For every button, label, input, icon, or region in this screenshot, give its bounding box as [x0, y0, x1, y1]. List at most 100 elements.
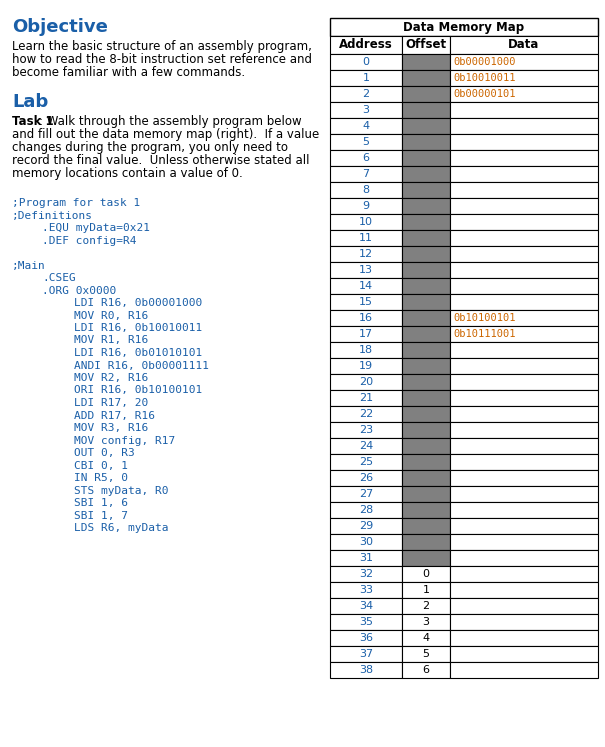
Bar	[402, 470, 450, 486]
Text: 0b10010011: 0b10010011	[453, 73, 515, 83]
Bar	[402, 54, 450, 70]
Bar	[330, 502, 402, 518]
Text: ;Program for task 1: ;Program for task 1	[12, 198, 140, 208]
Bar	[450, 486, 598, 502]
Bar	[450, 662, 598, 678]
Text: 11: 11	[359, 233, 373, 243]
Bar	[402, 326, 450, 342]
Text: OUT 0, R3: OUT 0, R3	[74, 448, 135, 458]
Bar	[402, 246, 450, 262]
Bar	[402, 150, 450, 166]
Bar	[402, 534, 450, 550]
Text: 14: 14	[359, 281, 373, 291]
Text: 2: 2	[362, 89, 370, 99]
Bar	[330, 36, 402, 54]
Bar	[330, 598, 402, 614]
Bar	[450, 582, 598, 598]
Text: 34: 34	[359, 601, 373, 611]
Text: 32: 32	[359, 569, 373, 579]
Bar	[450, 438, 598, 454]
Text: 19: 19	[359, 361, 373, 371]
Bar	[402, 198, 450, 214]
Text: 0b10111001: 0b10111001	[453, 329, 515, 339]
Bar	[450, 246, 598, 262]
Bar	[330, 150, 402, 166]
Bar	[450, 454, 598, 470]
Text: 7: 7	[362, 169, 370, 179]
Bar	[330, 118, 402, 134]
Bar	[402, 214, 450, 230]
Bar	[330, 454, 402, 470]
Bar	[402, 550, 450, 566]
Bar	[330, 134, 402, 150]
Bar	[402, 630, 450, 646]
Bar	[402, 278, 450, 294]
Bar	[402, 294, 450, 310]
Bar	[402, 166, 450, 182]
Text: MOV R1, R16: MOV R1, R16	[74, 335, 148, 346]
Bar	[402, 438, 450, 454]
Bar	[330, 646, 402, 662]
Text: 4: 4	[422, 633, 430, 643]
Text: changes during the program, you only need to: changes during the program, you only nee…	[12, 141, 288, 154]
Text: .DEF config=R4: .DEF config=R4	[42, 235, 137, 246]
Bar	[330, 278, 402, 294]
Bar	[450, 422, 598, 438]
Bar	[402, 358, 450, 374]
Text: 29: 29	[359, 521, 373, 531]
Bar	[330, 374, 402, 390]
Bar	[450, 230, 598, 246]
Text: 24: 24	[359, 441, 373, 451]
Bar	[450, 294, 598, 310]
Text: 1: 1	[422, 585, 430, 595]
Text: record the final value.  Unless otherwise stated all: record the final value. Unless otherwise…	[12, 154, 310, 167]
Bar	[402, 102, 450, 118]
Text: .EQU myData=0x21: .EQU myData=0x21	[42, 223, 150, 233]
Bar	[330, 390, 402, 406]
Text: MOV R3, R16: MOV R3, R16	[74, 423, 148, 433]
Bar	[402, 566, 450, 582]
Bar	[450, 86, 598, 102]
Text: 28: 28	[359, 505, 373, 515]
Bar	[450, 198, 598, 214]
Bar	[450, 262, 598, 278]
Bar	[402, 230, 450, 246]
Text: 12: 12	[359, 249, 373, 259]
Text: 31: 31	[359, 553, 373, 563]
Text: 9: 9	[362, 201, 370, 211]
Text: 4: 4	[362, 121, 370, 131]
Text: 6: 6	[362, 153, 370, 163]
Text: 13: 13	[359, 265, 373, 275]
Text: 30: 30	[359, 537, 373, 547]
Text: MOV R2, R16: MOV R2, R16	[74, 373, 148, 383]
Bar	[402, 454, 450, 470]
Bar	[450, 406, 598, 422]
Text: become familiar with a few commands.: become familiar with a few commands.	[12, 66, 245, 79]
Text: 16: 16	[359, 313, 373, 323]
Bar	[450, 278, 598, 294]
Text: 37: 37	[359, 649, 373, 659]
Text: 5: 5	[422, 649, 430, 659]
Bar	[450, 326, 598, 342]
Bar	[330, 422, 402, 438]
Text: and fill out the data memory map (right).  If a value: and fill out the data memory map (right)…	[12, 128, 319, 141]
Text: 0: 0	[362, 57, 370, 67]
Text: Data Memory Map: Data Memory Map	[404, 20, 525, 34]
Bar	[330, 230, 402, 246]
Bar	[330, 406, 402, 422]
Text: : Walk through the assembly program below: : Walk through the assembly program belo…	[39, 115, 301, 128]
Text: STS myData, R0: STS myData, R0	[74, 486, 169, 495]
Text: SBI 1, 6: SBI 1, 6	[74, 498, 128, 508]
Text: 20: 20	[359, 377, 373, 387]
Bar	[330, 566, 402, 582]
Bar	[330, 342, 402, 358]
Text: LDI R17, 20: LDI R17, 20	[74, 398, 148, 408]
Bar	[402, 70, 450, 86]
Bar	[402, 36, 450, 54]
Bar	[450, 390, 598, 406]
Bar	[330, 214, 402, 230]
Bar	[450, 358, 598, 374]
Text: CBI 0, 1: CBI 0, 1	[74, 460, 128, 471]
Text: Objective: Objective	[12, 18, 108, 36]
Bar	[402, 646, 450, 662]
